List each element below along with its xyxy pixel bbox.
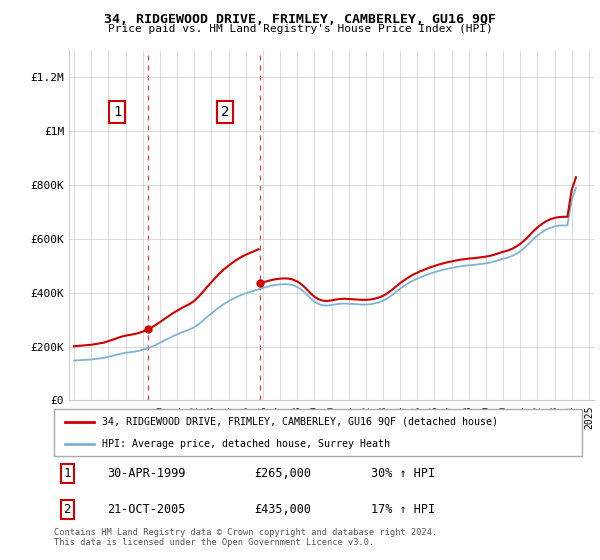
Text: 34, RIDGEWOOD DRIVE, FRIMLEY, CAMBERLEY, GU16 9QF: 34, RIDGEWOOD DRIVE, FRIMLEY, CAMBERLEY,…	[104, 13, 496, 26]
Text: Price paid vs. HM Land Registry's House Price Index (HPI): Price paid vs. HM Land Registry's House …	[107, 24, 493, 34]
Text: HPI: Average price, detached house, Surrey Heath: HPI: Average price, detached house, Surr…	[101, 438, 389, 449]
Text: 30-APR-1999: 30-APR-1999	[107, 467, 185, 480]
Text: 30% ↑ HPI: 30% ↑ HPI	[371, 467, 435, 480]
Text: 2: 2	[221, 105, 229, 119]
Text: 21-OCT-2005: 21-OCT-2005	[107, 503, 185, 516]
Text: 2: 2	[64, 503, 71, 516]
Text: Contains HM Land Registry data © Crown copyright and database right 2024.
This d: Contains HM Land Registry data © Crown c…	[54, 528, 437, 547]
Text: £435,000: £435,000	[254, 503, 311, 516]
Text: £265,000: £265,000	[254, 467, 311, 480]
FancyBboxPatch shape	[54, 409, 582, 456]
Text: 1: 1	[113, 105, 121, 119]
Text: 1: 1	[64, 467, 71, 480]
Text: 34, RIDGEWOOD DRIVE, FRIMLEY, CAMBERLEY, GU16 9QF (detached house): 34, RIDGEWOOD DRIVE, FRIMLEY, CAMBERLEY,…	[101, 417, 497, 427]
Text: 17% ↑ HPI: 17% ↑ HPI	[371, 503, 435, 516]
